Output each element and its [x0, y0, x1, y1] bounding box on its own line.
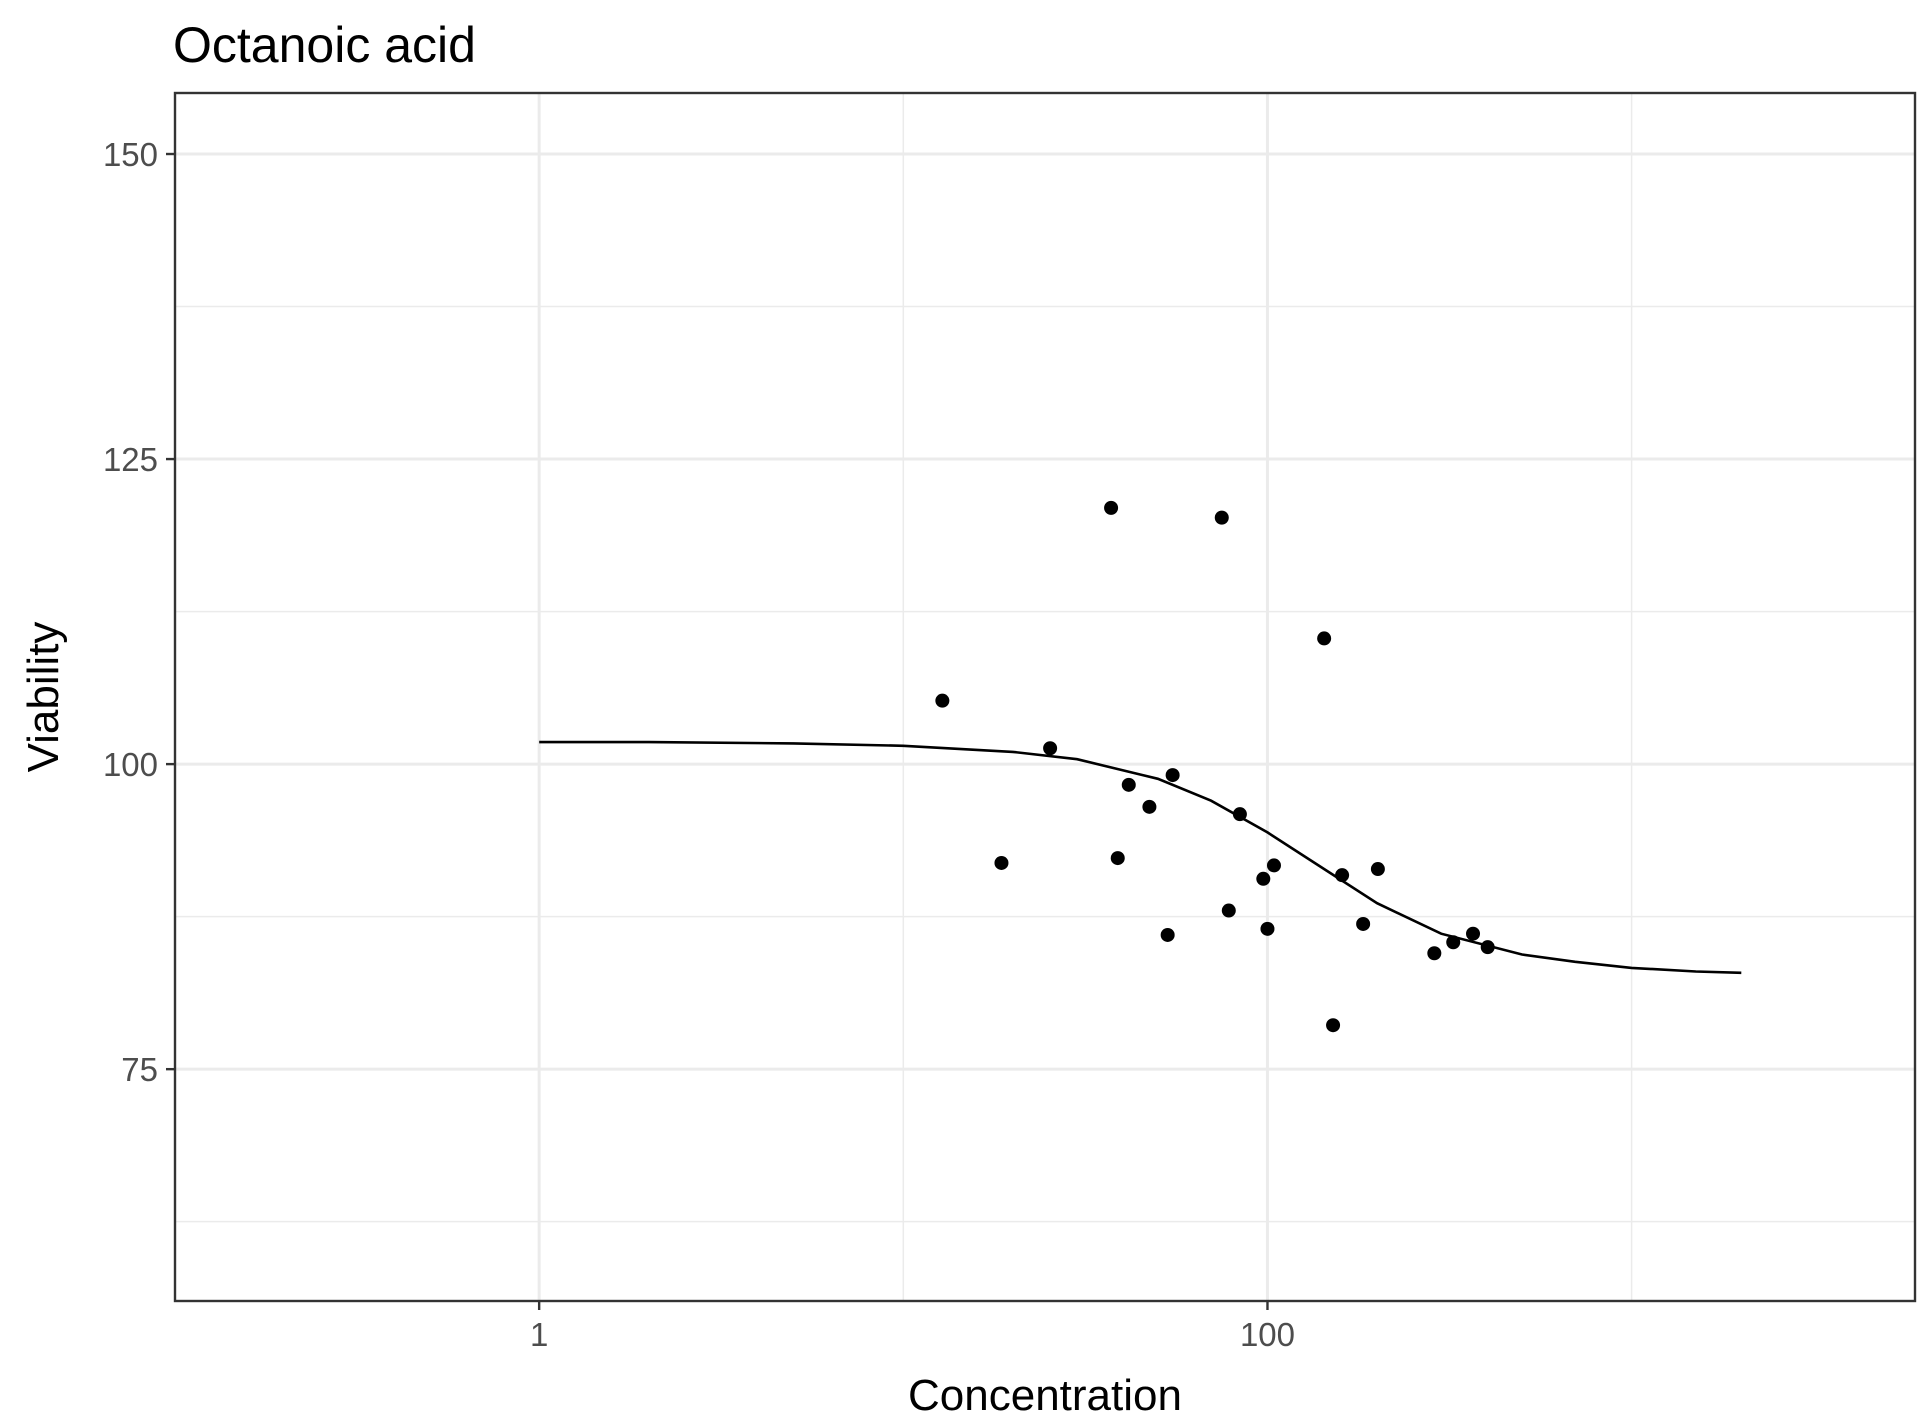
data-point [935, 693, 950, 708]
data-point [1214, 510, 1229, 525]
data-point [1356, 916, 1371, 931]
y-tick-label: 125 [103, 441, 158, 478]
data-point [1260, 921, 1275, 936]
data-point [1335, 868, 1350, 883]
fit-curve-layer [539, 740, 1742, 975]
data-point [1370, 862, 1385, 877]
plot-panel-border [173, 91, 1917, 1303]
data-point [1466, 926, 1481, 941]
data-point [994, 855, 1009, 870]
data-point [1221, 903, 1236, 918]
data-point [1121, 777, 1136, 792]
data-point [1110, 851, 1125, 866]
chart-title: Octanoic acid [173, 17, 476, 73]
x-tick-label: 100 [1240, 1316, 1295, 1353]
data-point [1160, 927, 1175, 942]
fit-curve [539, 740, 1742, 975]
data-point [1104, 500, 1119, 515]
data-point [1232, 807, 1247, 822]
y-tick-label: 75 [121, 1051, 158, 1088]
data-point [1256, 871, 1271, 886]
data-point [1142, 799, 1157, 814]
axis-ticks: 75 100 125 150 1 100 [103, 136, 1295, 1353]
data-point [1427, 946, 1442, 961]
data-points [935, 500, 1495, 1033]
data-point [1480, 940, 1495, 955]
data-point [1326, 1018, 1341, 1033]
grid-lines [174, 93, 1915, 1301]
data-point [1266, 858, 1281, 873]
y-tick-label: 150 [103, 136, 158, 173]
y-tick-label: 100 [103, 746, 158, 783]
data-point [1446, 935, 1461, 950]
data-point [1165, 768, 1180, 783]
y-axis-title: Viability [19, 622, 68, 773]
data-point [1043, 741, 1058, 756]
data-point [1317, 631, 1332, 646]
x-axis-title: Concentration [908, 1371, 1182, 1420]
x-tick-label: 1 [530, 1316, 548, 1353]
